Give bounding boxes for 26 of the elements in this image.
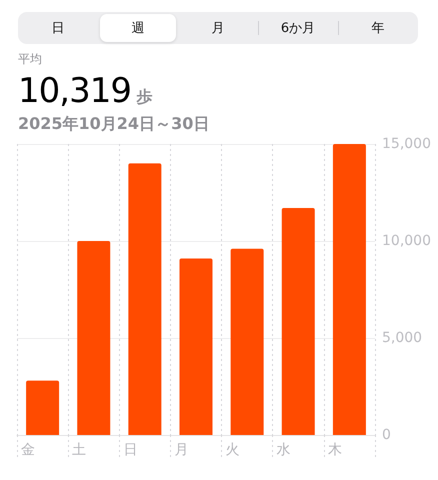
tab-label: 月 [210, 20, 226, 38]
chart-title: 10,319 歩 [18, 71, 153, 111]
bar [77, 241, 110, 435]
x-tick-label: 火 [226, 442, 240, 458]
bar [128, 163, 162, 435]
bar [180, 258, 212, 435]
bar [332, 144, 366, 435]
x-tick-label: 水 [276, 442, 291, 458]
x-tick-label: 土 [72, 442, 86, 458]
tab-label: 年 [370, 20, 386, 38]
tab-label: 日 [50, 20, 66, 38]
x-tick-label: 木 [328, 442, 342, 458]
tab-label: 6か月 [280, 20, 316, 38]
bar [282, 208, 315, 435]
x-tick-label: 月 [174, 442, 188, 458]
y-tick-label: 0 [382, 427, 391, 443]
x-tick-label: 日 [123, 442, 138, 458]
tab: 週 [100, 14, 176, 42]
bar [230, 248, 264, 435]
bar [26, 380, 60, 435]
y-tick-label: 15,000 [382, 136, 431, 152]
chart-subtitle: 2025年10月24日～30日 [18, 114, 210, 134]
y-tick-label: 10,000 [382, 233, 431, 249]
x-tick-label: 金 [21, 442, 35, 458]
y-tick-label: 5,000 [382, 330, 422, 346]
text: 平均 [18, 51, 42, 67]
